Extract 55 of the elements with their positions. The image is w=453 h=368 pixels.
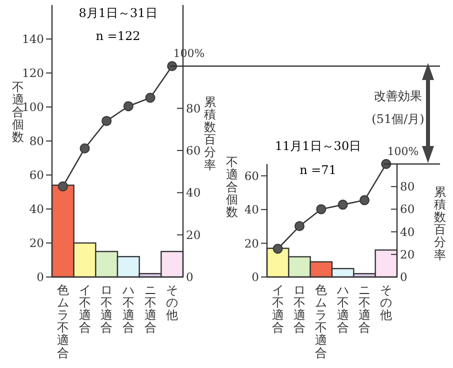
y2-tick-label: 0 xyxy=(400,270,408,284)
point xyxy=(145,92,156,103)
text: (51個/月) xyxy=(372,112,424,126)
y-tick-label: 60 xyxy=(29,168,44,182)
point xyxy=(294,221,304,232)
x-tick-label: ニ不適合 xyxy=(358,282,370,335)
y2-tick-label: 60 xyxy=(400,202,415,216)
y2-tick-label: 60 xyxy=(186,143,201,158)
y-tick-label: 60 xyxy=(244,168,259,183)
point xyxy=(316,204,326,214)
y2-tick-label: 80 xyxy=(400,180,415,194)
point xyxy=(338,200,348,210)
chart-title: 11月1日～30日 xyxy=(274,139,362,153)
y-tick-label: 80 xyxy=(29,134,44,148)
x-tick-label: ハ不適合 xyxy=(336,282,349,335)
x-tick-label: ニ不適合 xyxy=(144,282,156,335)
chart-subtitle: n =71 xyxy=(300,163,336,177)
y-axis-title: 不適合個数 xyxy=(12,80,24,144)
chart-title: 8月1日～31日 xyxy=(78,6,158,20)
point xyxy=(123,101,134,112)
y-tick-label: 0 xyxy=(36,270,44,284)
x-tick-label: 色ムラ不適合 xyxy=(56,282,69,360)
text: n =122 xyxy=(96,29,140,43)
y2-tick-label: 40 xyxy=(186,186,201,200)
ref-line-label: 100% xyxy=(387,145,419,158)
x-tick-label: ロ不適合 xyxy=(294,282,306,335)
y-tick-label: 40 xyxy=(29,202,44,216)
x-tick-label: 色ムラ不適合 xyxy=(315,282,328,360)
y2-tick-label: 20 xyxy=(186,228,201,242)
y2-axis-title: 累積数百分率 xyxy=(204,94,216,172)
point xyxy=(272,244,283,254)
y-tick-label: 120 xyxy=(22,66,44,80)
y2-axis-title: 累積数百分率 xyxy=(434,184,446,262)
x-tick-label: ロ不適合 xyxy=(100,282,113,335)
y2-tick-label: 20 xyxy=(400,247,415,262)
y2-tick-label: 40 xyxy=(400,224,415,239)
y-tick-label: 40 xyxy=(244,202,259,217)
point xyxy=(102,116,112,126)
y-tick-label: 0 xyxy=(252,270,259,284)
y-tick-label: 20 xyxy=(244,236,259,250)
y-axis-title: 不適合個数 xyxy=(226,154,238,220)
y2-tick-label: 0 xyxy=(186,270,194,284)
y-tick-label: 140 xyxy=(22,32,44,46)
y2-tick-label: 80 xyxy=(186,101,201,116)
y-tick-label: 100 xyxy=(22,100,44,114)
x-tick-label: その他 xyxy=(166,282,178,322)
point xyxy=(58,181,68,192)
x-tick-label: イ不適合 xyxy=(78,282,91,335)
point xyxy=(80,143,90,154)
x-tick-label: ハ不適合 xyxy=(121,282,134,335)
x-tick-label: イ不適合 xyxy=(272,282,284,335)
point xyxy=(360,195,370,206)
x-tick-label: その他 xyxy=(380,282,392,322)
text: 改善効果 xyxy=(374,89,422,103)
y-tick-label: 20 xyxy=(29,236,44,250)
